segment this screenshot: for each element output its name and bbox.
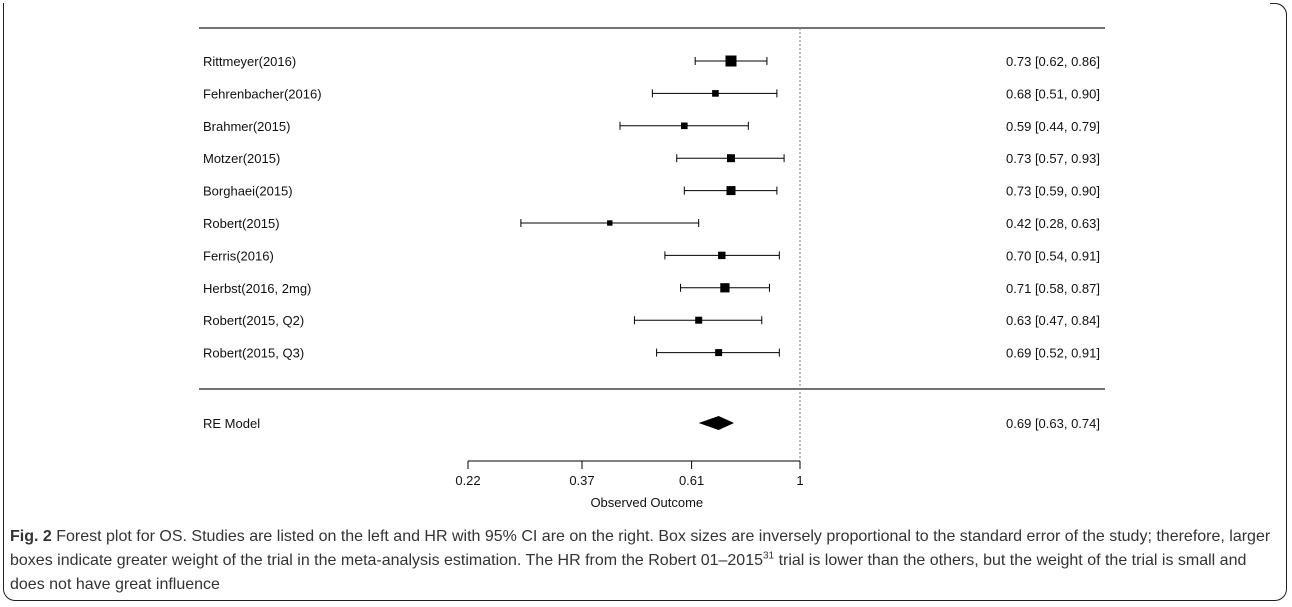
figure-caption: Fig. 2 Forest plot for OS. Studies are l…	[10, 525, 1275, 597]
ci-value-label: 0.68 [0.51, 0.90]	[1006, 86, 1100, 101]
weight-box	[727, 154, 735, 163]
study-row: Robert(2015, Q3) 0.69 [0.52, 0.91]	[203, 346, 1100, 361]
study-row: Brahmer(2015) 0.59 [0.44, 0.79]	[203, 119, 1100, 134]
study-row: Fehrenbacher(2016) 0.68 [0.51, 0.90]	[203, 86, 1100, 101]
ci-value-label: 0.73 [0.57, 0.93]	[1006, 151, 1100, 166]
weight-box	[712, 90, 719, 97]
study-row: Borghaei(2015) 0.73 [0.59, 0.90]	[203, 184, 1100, 199]
summary-diamond	[698, 416, 734, 430]
figure-frame	[3, 3, 1287, 601]
study-label: Brahmer(2015)	[203, 119, 290, 134]
x-tick-label: 0.22	[455, 473, 480, 488]
study-label: Borghaei(2015)	[203, 184, 293, 199]
study-row: Ferris(2016) 0.70 [0.54, 0.91]	[203, 248, 1100, 263]
ci-value-label: 0.59 [0.44, 0.79]	[1006, 119, 1100, 134]
study-label: Fehrenbacher(2016)	[203, 86, 322, 101]
study-label: Motzer(2015)	[203, 151, 280, 166]
weight-box	[720, 283, 730, 293]
ci-value-label: 0.63 [0.47, 0.84]	[1006, 313, 1100, 328]
figure-label: Fig. 2	[10, 528, 52, 545]
weight-box	[681, 122, 688, 130]
x-tick-label: 1	[796, 473, 803, 488]
study-label: Rittmeyer(2016)	[203, 54, 296, 69]
weight-box	[695, 316, 703, 324]
ci-value-label: 0.70 [0.54, 0.91]	[1006, 248, 1100, 263]
summary-row: RE Model 0.69 [0.63, 0.74]	[203, 416, 1100, 431]
x-axis: 0.22 0.37 0.61 1 Observed Outcome	[455, 460, 804, 510]
study-label: Robert(2015, Q3)	[203, 346, 304, 361]
x-tick-label: 0.37	[569, 473, 594, 488]
study-label: Robert(2015)	[203, 216, 280, 231]
x-axis-title: Observed Outcome	[590, 495, 703, 510]
study-rows: Rittmeyer(2016) 0.73 [0.62, 0.86] Fehrenba…	[203, 54, 1100, 361]
caption-text-continued: trial is lower than the others, but the …	[10, 552, 1247, 593]
weight-box	[726, 186, 736, 196]
study-label: Robert(2015, Q2)	[203, 313, 304, 328]
ci-value-label: 0.69 [0.52, 0.91]	[1006, 346, 1100, 361]
weight-box	[718, 251, 726, 260]
ci-value-label: 0.73 [0.59, 0.90]	[1006, 184, 1100, 199]
ci-value-label: 0.71 [0.58, 0.87]	[1006, 281, 1100, 296]
x-tick-label: 0.61	[679, 473, 704, 488]
study-row: Robert(2015, Q2) 0.63 [0.47, 0.84]	[203, 313, 1100, 328]
weight-box	[607, 220, 613, 226]
figure-frame-corner	[1270, 3, 1287, 21]
study-row: Robert(2015) 0.42 [0.28, 0.63]	[203, 216, 1100, 231]
weight-box	[725, 55, 737, 67]
summary-label: RE Model	[203, 416, 260, 431]
study-row: Herbst(2016, 2mg) 0.71 [0.58, 0.87]	[203, 281, 1100, 296]
caption-text: Forest plot for OS. Studies are listed o…	[10, 528, 1271, 569]
study-row: Rittmeyer(2016) 0.73 [0.62, 0.86]	[203, 54, 1100, 69]
ci-value-label: 0.42 [0.28, 0.63]	[1006, 216, 1100, 231]
weight-box	[715, 349, 723, 357]
study-label: Ferris(2016)	[203, 248, 274, 263]
forest-plot: Rittmeyer(2016) 0.73 [0.62, 0.86] Fehrenba…	[199, 27, 1105, 510]
ci-value-label: 0.73 [0.62, 0.86]	[1006, 54, 1100, 69]
citation-ref: 31	[763, 550, 775, 562]
study-label: Herbst(2016, 2mg)	[203, 281, 311, 296]
study-row: Motzer(2015) 0.73 [0.57, 0.93]	[203, 151, 1100, 166]
summary-ci-label: 0.69 [0.63, 0.74]	[1006, 416, 1100, 431]
